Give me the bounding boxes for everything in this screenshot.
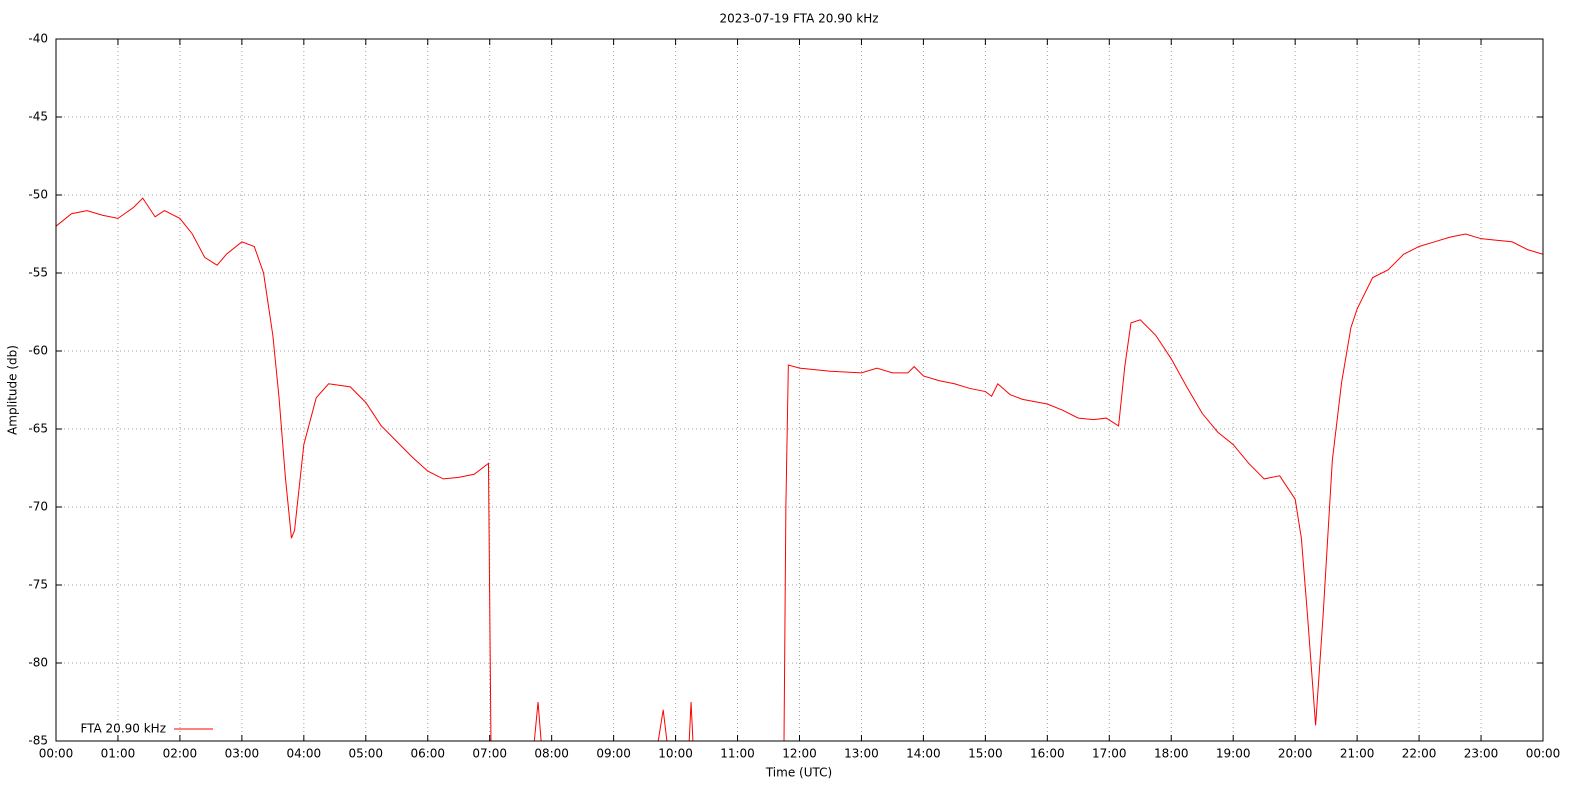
x-tick-label: 07:00	[472, 747, 507, 761]
x-tick-label: 16:00	[1030, 747, 1065, 761]
y-tick-label: -45	[28, 110, 48, 124]
y-tick-label: -65	[28, 422, 48, 436]
x-tick-label: 10:00	[658, 747, 693, 761]
x-tick-label: 01:00	[101, 747, 136, 761]
x-tick-label: 08:00	[534, 747, 569, 761]
x-tick-label: 15:00	[968, 747, 1003, 761]
x-tick-label: 14:00	[906, 747, 941, 761]
x-tick-label: 12:00	[782, 747, 817, 761]
x-tick-label: 23:00	[1464, 747, 1499, 761]
data-line	[56, 197, 1543, 741]
x-tick-label: 02:00	[163, 747, 198, 761]
x-tick-label: 03:00	[225, 747, 260, 761]
y-tick-label: -60	[28, 344, 48, 358]
y-tick-label: -70	[28, 500, 48, 514]
x-tick-label: 22:00	[1402, 747, 1437, 761]
y-tick-label: -55	[28, 266, 48, 280]
y-tick-label: -85	[28, 734, 48, 748]
x-tick-label: 21:00	[1340, 747, 1375, 761]
plot-area	[56, 197, 1543, 741]
chart-title: 2023-07-19 FTA 20.90 kHz	[719, 12, 878, 26]
x-tick-label: 04:00	[287, 747, 322, 761]
x-tick-label: 00:00	[39, 747, 74, 761]
y-tick-label: -40	[28, 32, 48, 46]
x-tick-label: 09:00	[596, 747, 631, 761]
x-tick-label: 05:00	[348, 747, 383, 761]
x-tick-label: 11:00	[720, 747, 755, 761]
grid-layer	[55, 38, 1544, 742]
y-tick-label: -80	[28, 656, 48, 670]
x-axis-label: Time (UTC)	[765, 766, 832, 780]
x-tick-label: 17:00	[1092, 747, 1127, 761]
x-tick-label: 18:00	[1154, 747, 1189, 761]
x-tick-label: 06:00	[410, 747, 445, 761]
x-tick-label: 13:00	[844, 747, 879, 761]
y-tick-label: -75	[28, 578, 48, 592]
x-tick-label: 19:00	[1216, 747, 1251, 761]
y-tick-label: -50	[28, 188, 48, 202]
x-tick-label: 20:00	[1278, 747, 1313, 761]
x-tick-label: 00:00	[1526, 747, 1561, 761]
y-axis-label: Amplitude (db)	[6, 345, 20, 435]
legend-label: FTA 20.90 kHz	[80, 722, 166, 736]
